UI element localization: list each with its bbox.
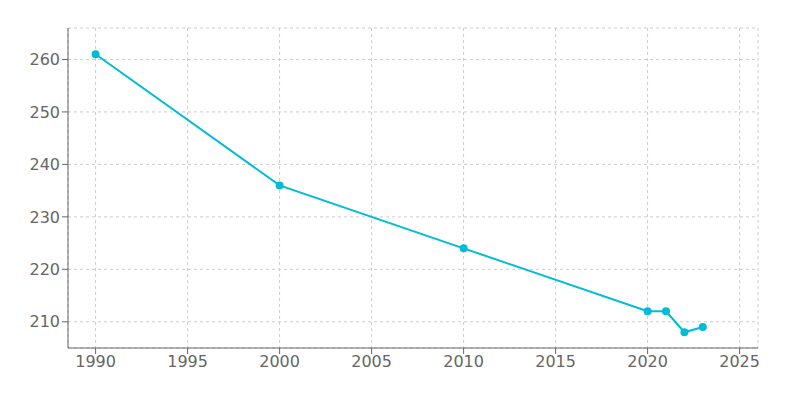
svg-text:2025: 2025 (719, 352, 760, 371)
svg-text:210: 210 (29, 312, 60, 331)
svg-text:1995: 1995 (167, 352, 208, 371)
svg-text:2015: 2015 (535, 352, 576, 371)
svg-text:250: 250 (29, 103, 60, 122)
svg-text:230: 230 (29, 208, 60, 227)
svg-text:2020: 2020 (627, 352, 668, 371)
svg-text:1990: 1990 (75, 352, 116, 371)
svg-text:2005: 2005 (351, 352, 392, 371)
svg-text:240: 240 (29, 155, 60, 174)
svg-text:2010: 2010 (443, 352, 484, 371)
svg-text:220: 220 (29, 260, 60, 279)
svg-text:2000: 2000 (259, 352, 300, 371)
svg-text:260: 260 (29, 50, 60, 69)
